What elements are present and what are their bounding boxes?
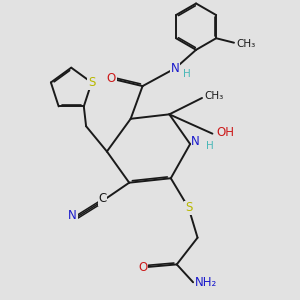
Text: N: N [191, 135, 200, 148]
Text: O: O [107, 72, 116, 85]
Text: OH: OH [216, 126, 234, 139]
Text: H: H [206, 140, 213, 151]
Text: O: O [138, 261, 147, 274]
Text: N: N [171, 62, 180, 75]
Text: S: S [185, 202, 192, 214]
Text: H: H [183, 69, 191, 79]
Text: S: S [88, 76, 95, 89]
Text: N: N [68, 209, 77, 222]
Text: CH₃: CH₃ [204, 91, 224, 100]
Text: C: C [98, 192, 106, 205]
Text: NH₂: NH₂ [195, 276, 217, 289]
Text: CH₃: CH₃ [236, 39, 256, 49]
